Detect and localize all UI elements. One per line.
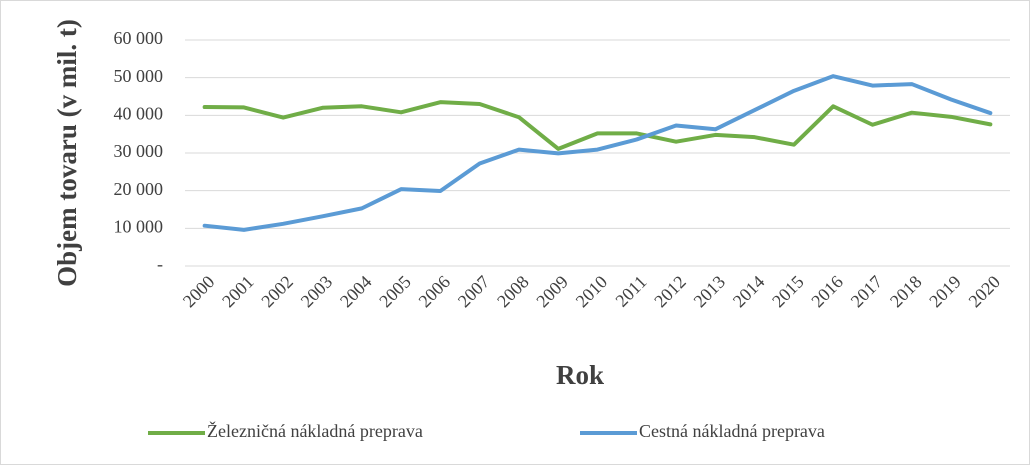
y-tick-label: - xyxy=(157,254,163,274)
y-tick-label: 10 000 xyxy=(114,216,164,236)
y-tick-label: 60 000 xyxy=(114,28,164,48)
series-line xyxy=(202,74,993,232)
x-axis-title: Rok xyxy=(556,360,604,390)
legend-label: Železničná nákladná preprava xyxy=(207,420,423,441)
y-tick-label: 50 000 xyxy=(114,66,164,86)
y-tick-label: 30 000 xyxy=(114,141,164,161)
series-line xyxy=(202,100,993,151)
y-tick-label: 20 000 xyxy=(114,179,164,199)
y-tick-label: 40 000 xyxy=(114,103,164,123)
legend-label: Cestná nákladná preprava xyxy=(639,421,825,441)
y-axis-title: Objem tovaru (v mil. t) xyxy=(52,19,82,287)
